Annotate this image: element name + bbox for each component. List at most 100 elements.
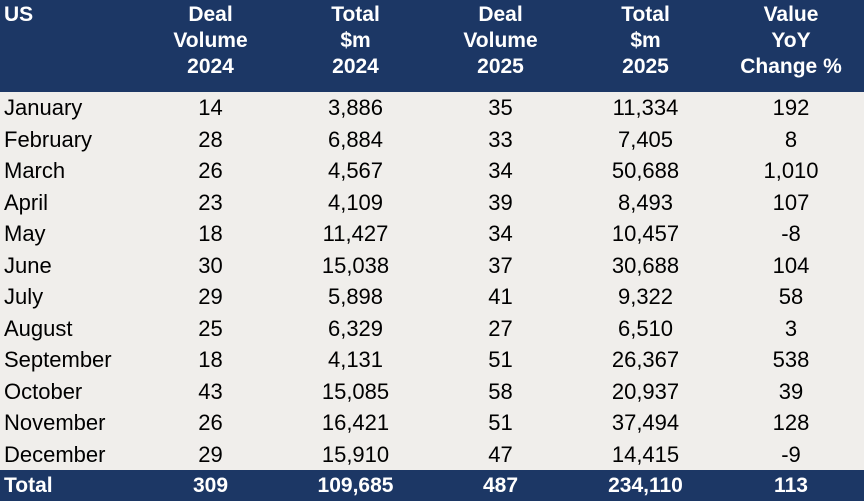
table-cell: 3,886: [327, 95, 384, 120]
table-row: December 29 15,910 47 14,415 -9: [0, 439, 864, 471]
month-cell: January: [4, 95, 83, 120]
table-cell: 192: [772, 95, 810, 120]
table-cell: 8,493: [617, 189, 674, 215]
table-cell: -8: [781, 221, 801, 246]
table-row: November 26 16,421 51 37,494 128: [0, 407, 864, 439]
header-line: Total: [331, 3, 380, 26]
table-cell: 11,334: [612, 95, 679, 120]
month-cell: March: [4, 158, 66, 183]
table-cell: 37: [488, 252, 513, 278]
table-cell: 18: [198, 347, 223, 372]
table-cell: 23: [198, 189, 223, 215]
table-row: February 28 6,884 33 7,405 8: [0, 124, 864, 156]
table-cell: 6,329: [327, 315, 384, 341]
table-cell: 43: [198, 378, 223, 404]
total-cell: 109,685: [317, 474, 394, 497]
table-row: April 23 4,109 39 8,493 107: [0, 187, 864, 219]
table-row: July 29 5,898 41 9,322 58: [0, 281, 864, 313]
table-cell: 34: [488, 221, 513, 246]
table-cell: 47: [488, 441, 513, 467]
table-cell: 58: [778, 284, 804, 309]
header-region: US: [0, 0, 138, 92]
header-line: Value: [763, 3, 819, 26]
header-deal-volume-2024: Deal Volume 2024: [138, 0, 283, 92]
table-row: October 43 15,085 58 20,937 39: [0, 376, 864, 408]
table-body: January 14 3,886 35 11,334 192 February …: [0, 92, 864, 470]
total-label: Total: [4, 474, 53, 497]
month-cell: September: [4, 347, 112, 372]
header-line: 2024: [187, 55, 234, 78]
table-cell: 4,131: [327, 347, 384, 372]
header-line: Deal: [188, 3, 233, 26]
table-cell: 33: [488, 126, 513, 152]
table-cell: 26,367: [611, 347, 680, 372]
table-cell: 4,567: [327, 158, 384, 183]
table-row: May 18 11,427 34 10,457 -8: [0, 218, 864, 250]
table-cell: 39: [778, 378, 804, 404]
table-cell: 39: [488, 189, 513, 215]
table-footer: Total 309 109,685 487 234,110 113: [0, 470, 864, 501]
table-cell: 41: [488, 284, 513, 309]
header-line: Change %: [740, 55, 842, 78]
table-cell: 7,405: [617, 126, 674, 152]
total-row: Total 309 109,685 487 234,110 113: [0, 470, 864, 501]
header-line: 2024: [332, 55, 379, 78]
table-cell: 107: [772, 189, 810, 215]
total-cell: 487: [482, 474, 519, 497]
table-cell: -9: [781, 441, 801, 467]
table-cell: 29: [198, 284, 223, 309]
month-cell: July: [4, 284, 44, 309]
table-cell: 28: [198, 126, 223, 152]
table-row: January 14 3,886 35 11,334 192: [0, 92, 864, 124]
month-cell: November: [4, 410, 106, 435]
table-cell: 1,010: [763, 158, 819, 183]
table-cell: 26: [198, 158, 223, 183]
header-line: $m: [630, 29, 661, 52]
table-cell: 538: [772, 347, 810, 372]
header-total-2025: Total $m 2025: [573, 0, 718, 92]
table-cell: 14: [198, 95, 223, 120]
table-cell: 20,937: [611, 378, 680, 404]
table-cell: 30: [198, 252, 223, 278]
table-cell: 9,322: [617, 284, 674, 309]
table-cell: 104: [772, 252, 810, 278]
table-cell: 8: [784, 126, 798, 152]
table-cell: 58: [488, 378, 513, 404]
table-cell: 30,688: [611, 252, 680, 278]
table-cell: 27: [488, 315, 513, 341]
month-cell: February: [4, 126, 93, 152]
month-cell: May: [4, 221, 46, 246]
total-cell: 234,110: [608, 474, 683, 497]
table-cell: 15,038: [321, 252, 390, 278]
month-cell: December: [4, 441, 106, 467]
header-line: Deal: [478, 3, 523, 26]
header-value-yoy-change: Value YoY Change %: [718, 0, 864, 92]
table-cell: 29: [198, 441, 223, 467]
total-cell: 113: [774, 474, 808, 497]
table-cell: 15,910: [321, 441, 390, 467]
table-cell: 25: [198, 315, 223, 341]
table-cell: 5,898: [327, 284, 384, 309]
table-row: June 30 15,038 37 30,688 104: [0, 250, 864, 282]
table-row: August 25 6,329 27 6,510 3: [0, 313, 864, 345]
table-header: US Deal Volume 2024 Total $m 2024 Deal V…: [0, 0, 864, 92]
table-cell: 4,109: [327, 189, 384, 215]
header-line: US: [4, 3, 34, 26]
table-cell: 18: [198, 221, 223, 246]
table-cell: 11,427: [322, 221, 389, 246]
table-cell: 37,494: [611, 410, 680, 435]
header-row: US Deal Volume 2024 Total $m 2024 Deal V…: [0, 0, 864, 92]
month-cell: April: [4, 189, 49, 215]
header-line: $m: [340, 29, 371, 52]
header-total-2024: Total $m 2024: [283, 0, 428, 92]
header-line: YoY: [771, 29, 811, 52]
header-line: Volume: [173, 29, 248, 52]
table-cell: 26: [198, 410, 223, 435]
table-cell: 51: [488, 410, 513, 435]
header-line: 2025: [622, 55, 669, 78]
header-deal-volume-2025: Deal Volume 2025: [428, 0, 573, 92]
table-cell: 6,884: [327, 126, 384, 152]
table-cell: 34: [488, 158, 513, 183]
table-cell: 14,415: [611, 441, 680, 467]
table-cell: 6,510: [617, 315, 674, 341]
